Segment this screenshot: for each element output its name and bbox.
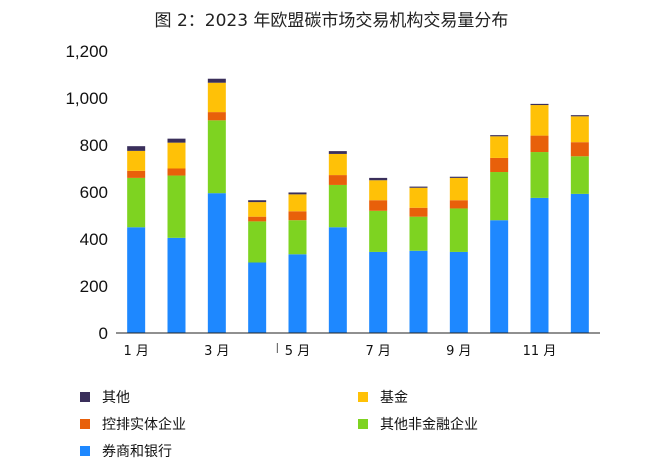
bar-segment [570,142,589,157]
bar-segment [167,237,186,333]
bar-segment [369,200,388,211]
bar-segment [248,221,267,263]
x-tick-label: 11 月 [523,344,557,359]
bar-segment [570,193,589,333]
bar-segment [127,146,146,151]
x-axis: 1 月 3 月 5 月 7 月 9 月 11 月 [123,343,556,359]
y-tick-label: 400 [80,230,108,249]
y-tick-label: 600 [80,183,108,202]
y-tick-label: 800 [80,136,108,155]
bar-segment [248,262,267,333]
bar-segment [530,152,549,198]
bar-segment [167,175,186,238]
bar-segment [490,136,509,158]
bar-segment [127,177,146,228]
bar-segment [490,220,509,333]
bar-segment [490,135,509,137]
bar-segment [127,227,146,333]
bars [127,78,589,333]
bar-segment [530,197,549,333]
x-tick-label: 9 月 [446,344,471,359]
bar-segment [530,103,549,106]
bar-segment [328,153,347,176]
bar-segment [167,168,186,176]
bar-segment [449,176,468,178]
x-tick-label: 3 月 [204,344,229,359]
bar-segment [449,177,468,201]
bar-segment [449,251,468,333]
bar-segment [248,202,267,217]
bar-segment [449,200,468,209]
bar-segment [207,112,226,121]
bar-segment [369,251,388,333]
bar-segment [409,207,428,217]
bar-segment [530,135,549,153]
bar-segment [570,116,589,143]
bar-segment [288,194,307,212]
y-axis: 0 200 400 600 800 1,000 1,200 [65,42,108,343]
bar-segment [570,156,589,194]
bar-segment [490,157,509,173]
bar-segment [409,187,428,208]
bar-segment [207,78,226,83]
bar-segment [409,186,428,188]
bar-segment [248,216,267,222]
bar-segment [369,210,388,252]
bar-segment [167,138,186,143]
bar-segment [369,177,388,181]
y-tick-label: 1,000 [65,89,108,108]
bar-segment [127,170,146,178]
chart-title: 图 2：2023 年欧盟碳市场交易机构交易量分布 [154,11,509,31]
bar-segment [207,193,226,333]
x-tick-label: 5 月 [285,344,310,359]
x-tick-label: 7 月 [365,344,390,359]
bar-segment [207,82,226,113]
y-tick-label: 0 [99,324,108,343]
bar-segment [409,216,428,251]
bar-segment [288,211,307,221]
bar-segment [409,250,428,333]
bar-segment [127,150,146,171]
bar-segment [530,105,549,136]
bar-segment [328,175,347,185]
bar-segment [570,115,589,117]
bar-segment [490,172,509,221]
bar-segment [207,120,226,194]
y-tick-label: 200 [80,277,108,296]
bar-segment [288,254,307,333]
bar-segment [288,192,307,195]
bar-segment [328,151,347,154]
bar-segment [288,220,307,255]
bar-segment [328,227,347,333]
bar-segment [328,184,347,228]
x-tick-label: 1 月 [123,344,148,359]
bar-segment [248,200,267,203]
bar-segment [369,180,388,201]
y-tick-label: 1,200 [65,42,108,61]
bar-segment [167,142,186,169]
bar-segment [449,208,468,252]
